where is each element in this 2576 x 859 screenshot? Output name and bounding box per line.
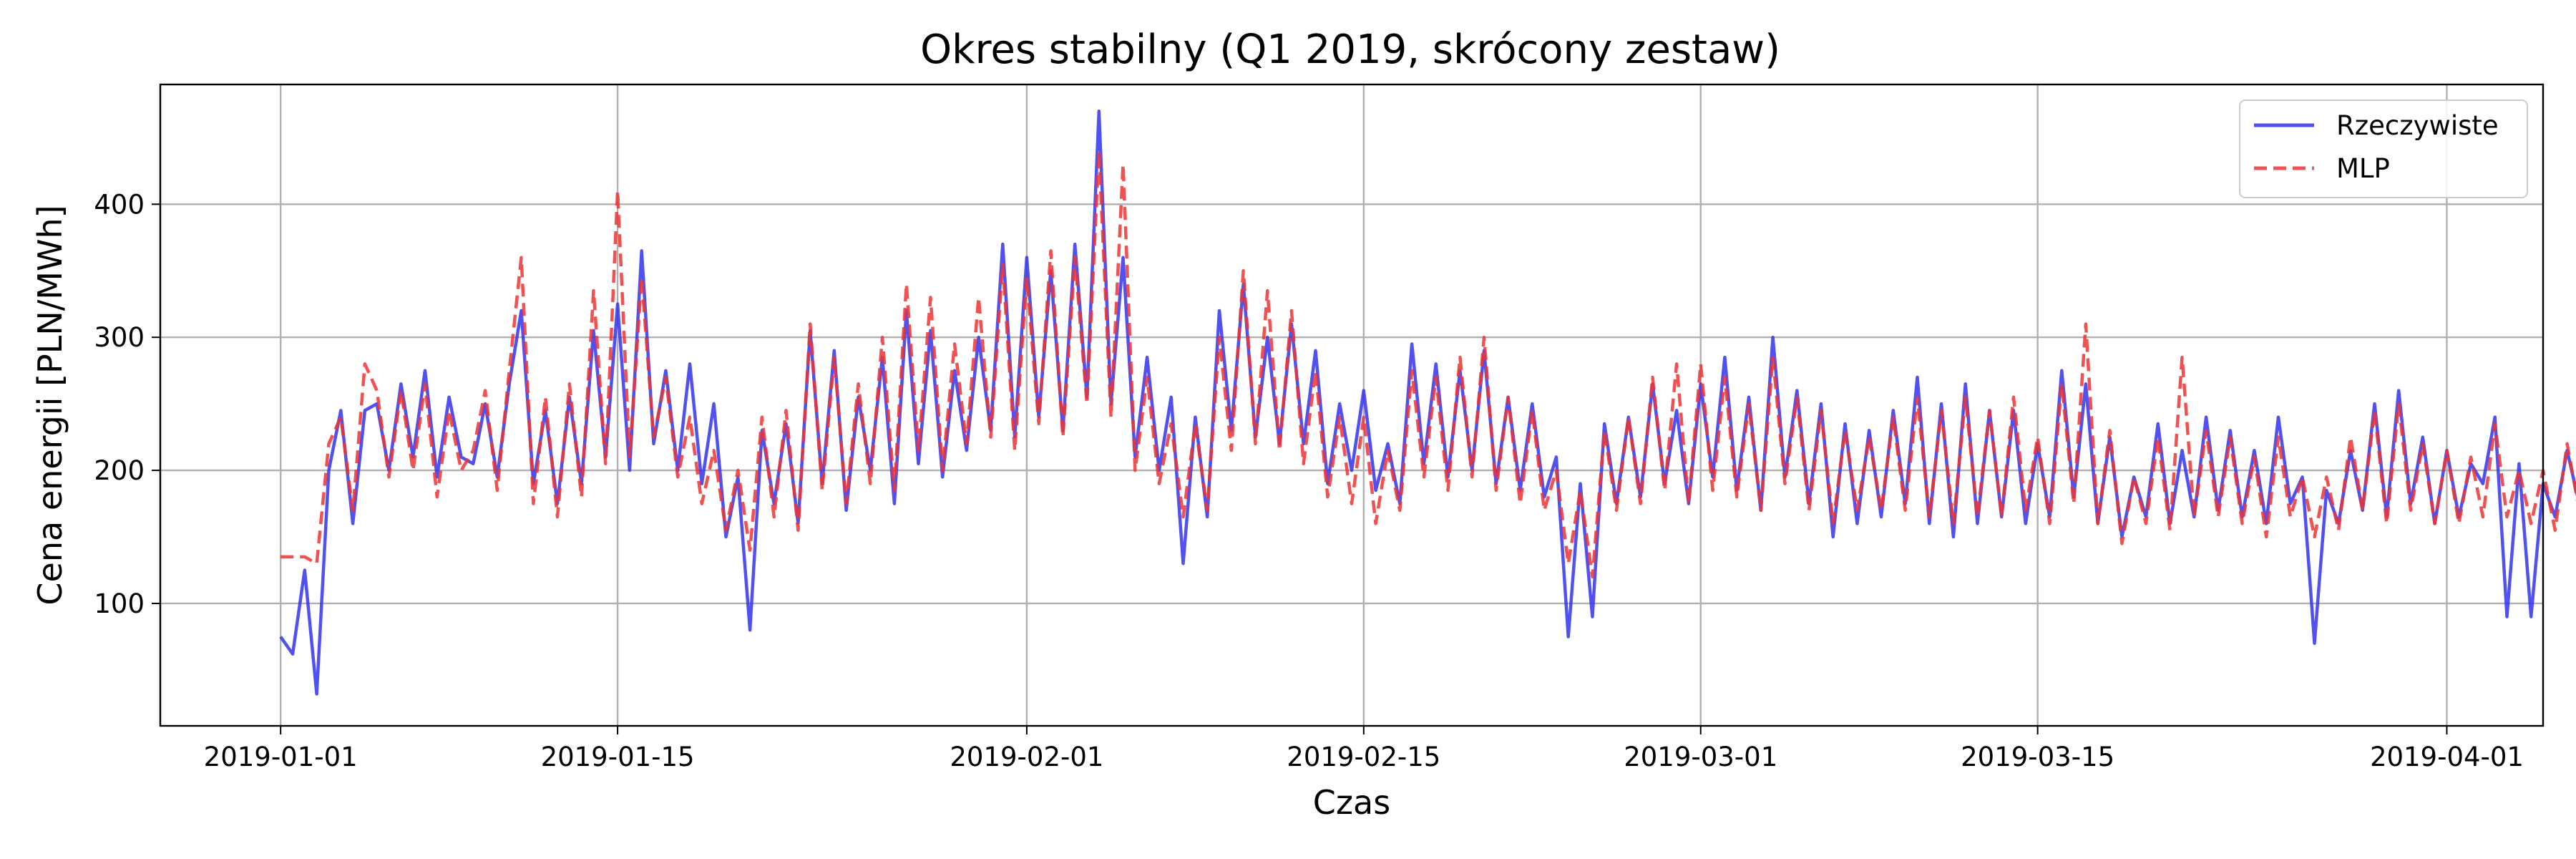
- x-tick-label: 2019-03-01: [1624, 742, 1777, 772]
- y-axis-ticks: 100 200 300 400: [94, 189, 160, 619]
- series-line-mlp: [280, 149, 2576, 579]
- y-tick-label: 400: [94, 189, 145, 220]
- x-tick-label: 2019-02-01: [950, 742, 1103, 772]
- x-tick-label: 2019-01-01: [204, 742, 358, 772]
- y-tick-label: 100: [94, 588, 145, 619]
- x-tick-label: 2019-01-15: [541, 742, 695, 772]
- legend-label-actual: Rzeczywiste: [2336, 110, 2499, 141]
- y-tick-label: 300: [94, 322, 145, 353]
- x-tick-label: 2019-04-01: [2370, 742, 2524, 772]
- x-tick-label: 2019-03-15: [1961, 742, 2114, 772]
- x-axis-ticks: 2019-01-01 2019-01-15 2019-02-01 2019-02-15…: [204, 726, 2524, 772]
- legend: Rzeczywiste MLP: [2239, 100, 2528, 198]
- y-axis-label: Cena energii [PLN/MWh]: [31, 205, 69, 605]
- x-tick-label: 2019-02-15: [1287, 742, 1440, 772]
- series-lines: [279, 109, 2576, 696]
- y-tick-label: 200: [94, 455, 145, 486]
- chart-title: Okres stabilny (Q1 2019, skrócony zestaw…: [920, 26, 1780, 73]
- x-axis-label: Czas: [1313, 783, 1390, 822]
- legend-label-mlp: MLP: [2336, 153, 2390, 184]
- plot-frame: [159, 83, 2545, 727]
